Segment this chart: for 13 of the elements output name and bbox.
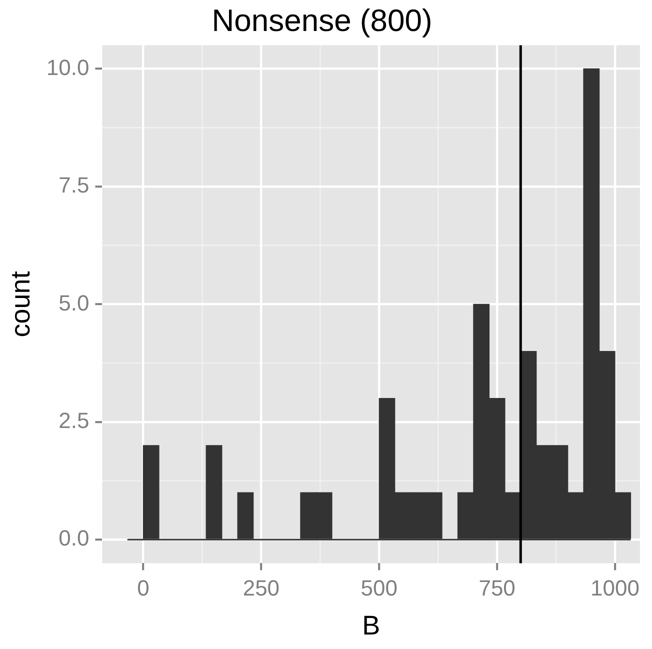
x-tick-label: 250 (242, 575, 280, 600)
y-tick-label: 10.0 (46, 54, 90, 80)
y-axis-title: count (6, 270, 36, 338)
chart-title: Nonsense (800) (212, 3, 432, 38)
x-tick-label: 1000 (590, 575, 640, 600)
x-axis-title: B (362, 610, 380, 640)
x-tick-label: 500 (360, 575, 398, 600)
x-tick-label: 750 (478, 575, 516, 600)
y-tick-label: 0.0 (58, 526, 90, 551)
y-tick-label: 7.5 (58, 172, 90, 198)
y-tick-label: 2.5 (58, 408, 90, 433)
y-tick-label: 5.0 (58, 290, 90, 316)
x-tick-label: 0 (137, 575, 150, 600)
